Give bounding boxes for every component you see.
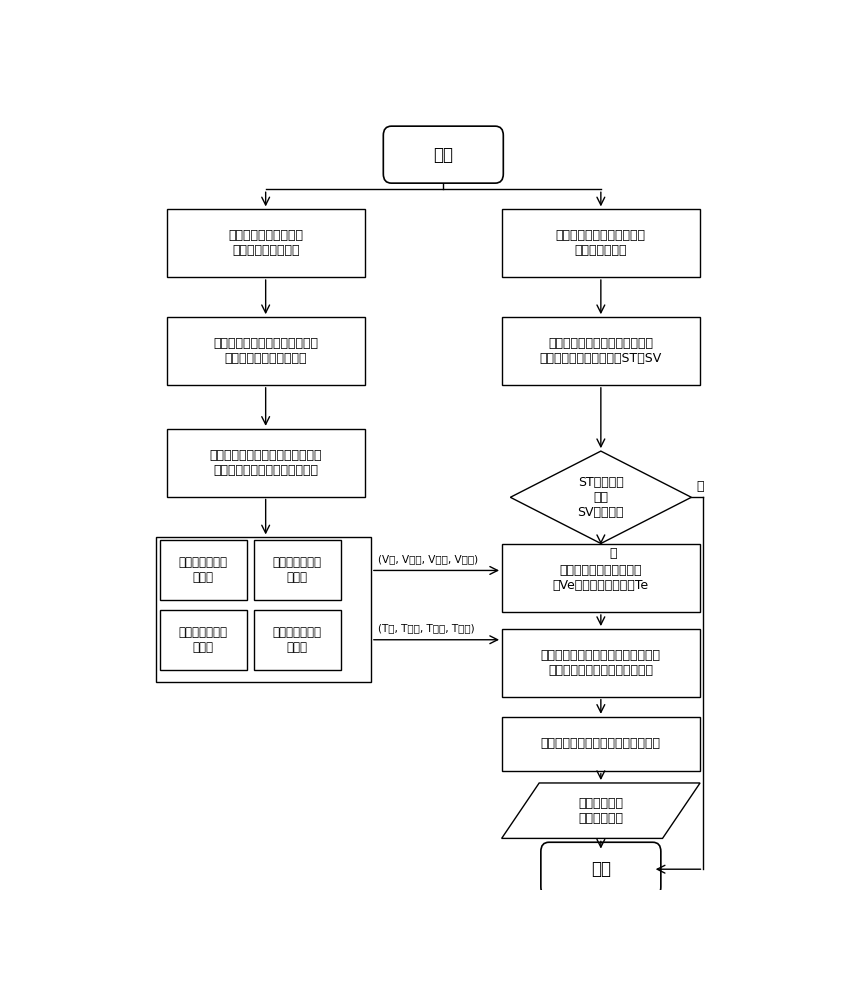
Bar [160,540,247,600]
Text: 基于贝叶斯假设检验电池组故障类型: 基于贝叶斯假设检验电池组故障类型 [541,737,661,750]
Text: 开展电池测试，采集数据，利用递
归最小二乘法完成模型参数辨识: 开展电池测试，采集数据，利用递 归最小二乘法完成模型参数辨识 [209,449,322,477]
Bar [253,610,341,670]
Text: 计算电池异常电压或表面温度与电池
电热耦合故障模型对应值的残差: 计算电池异常电压或表面温度与电池 电热耦合故障模型对应值的残差 [541,649,661,677]
Bar [167,209,364,277]
Text: 过充电池电热耦
合模型: 过充电池电热耦 合模型 [272,556,322,584]
Text: 否: 否 [696,480,704,493]
Bar [502,629,700,697]
Text: 开始: 开始 [433,146,453,164]
Text: (V正, V过充, V过放, V过热): (V正, V过充, V过放, V过热) [378,554,477,564]
Bar [157,537,371,682]
Text: 筛选出电池组异常电压信
号Ve或者表面温度信号Te: 筛选出电池组异常电压信 号Ve或者表面温度信号Te [553,564,649,592]
Text: ST超过阈值
或者
SV超过阈值: ST超过阈值 或者 SV超过阈值 [578,476,625,519]
Text: 过热电池电热耦
合模型: 过热电池电热耦 合模型 [272,626,322,654]
Bar [502,209,700,277]
Text: 结束: 结束 [591,860,611,878]
Text: 利用改进格拉布斯准则处理采集
的电池信号，得到统计量ST和SV: 利用改进格拉布斯准则处理采集 的电池信号，得到统计量ST和SV [540,337,662,365]
Text: 是: 是 [609,547,617,560]
Text: 采集电池组各单体电压信号
和表面温度信号: 采集电池组各单体电压信号 和表面温度信号 [556,229,646,257]
Bar [167,429,364,497]
Polygon shape [502,783,700,838]
Bar [253,540,341,600]
FancyBboxPatch shape [383,126,503,183]
Bar [502,717,700,771]
Bar [160,610,247,670]
Bar [167,317,364,385]
FancyBboxPatch shape [541,842,661,896]
Text: 确定动力电池单体的类
型及型号等技术参数: 确定动力电池单体的类 型及型号等技术参数 [228,229,303,257]
Text: 正常电池电热耦
合模型: 正常电池电热耦 合模型 [179,556,227,584]
Text: 输出电池故障
类型诊断结果: 输出电池故障 类型诊断结果 [579,797,624,825]
Text: 基于此选择合适的电池等效模型
搭建电池的电热耦合模型: 基于此选择合适的电池等效模型 搭建电池的电热耦合模型 [213,337,318,365]
Polygon shape [510,451,691,544]
Text: (T正, T过充, T过放, T过热): (T正, T过充, T过放, T过热) [378,624,474,634]
Text: 过放电池电热耦
合模型: 过放电池电热耦 合模型 [179,626,227,654]
Bar [502,317,700,385]
Bar [502,544,700,612]
